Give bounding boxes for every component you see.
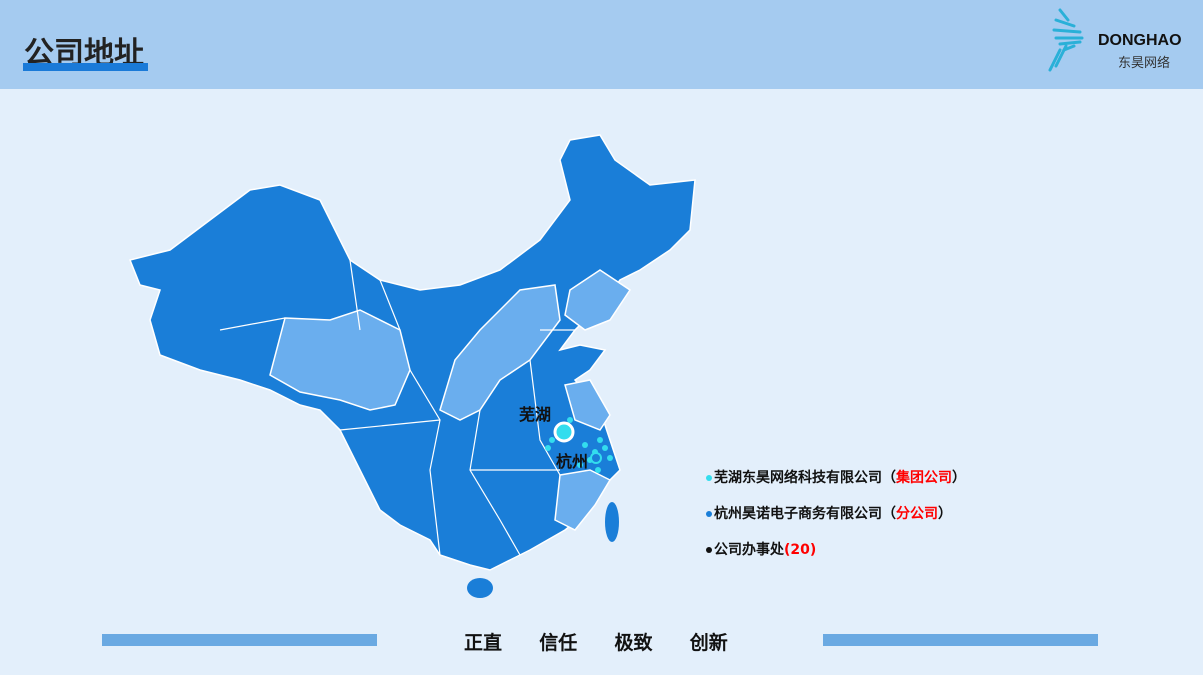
qinghai-region[interactable] bbox=[269, 309, 411, 411]
legend-tag: 集团公司 bbox=[896, 470, 952, 486]
hainan-region[interactable] bbox=[467, 578, 493, 598]
office-count: (20) bbox=[784, 542, 817, 558]
logo-text-cn: 东昊网络 bbox=[1118, 56, 1171, 71]
legend-item-wuhu: 芜湖东昊网络科技有限公司（集团公司） bbox=[706, 467, 966, 487]
liaoning-region[interactable] bbox=[564, 269, 632, 331]
header-bar: 公司地址 DONGHAO 东昊网络 bbox=[0, 0, 1203, 89]
legend-item-hangzhou: 杭州昊诺电子商务有限公司（分公司） bbox=[706, 503, 952, 523]
black-dot-icon bbox=[706, 547, 712, 553]
fujian-zhejiang-region[interactable] bbox=[554, 469, 612, 531]
hangzhou-marker[interactable] bbox=[590, 452, 602, 464]
jiangsu-region[interactable] bbox=[564, 379, 611, 431]
region-borders bbox=[219, 259, 575, 556]
wuhu-marker[interactable] bbox=[553, 421, 575, 443]
footer-line-right bbox=[823, 634, 1098, 646]
cyan-dot-icon bbox=[706, 475, 712, 481]
logo-text-en: DONGHAO bbox=[1098, 32, 1182, 49]
blue-dot-icon bbox=[706, 511, 712, 517]
company-motto: 正直 信任 极致 创新 bbox=[464, 632, 728, 654]
company-logo: DONGHAO 东昊网络 bbox=[1046, 6, 1196, 74]
city-label-hangzhou: 杭州 bbox=[556, 452, 588, 471]
legend-tag: 分公司 bbox=[896, 506, 938, 522]
wing-logo-icon bbox=[1048, 8, 1084, 72]
legend-item-offices: 公司办事处(20) bbox=[706, 539, 816, 559]
legend-label: 芜湖东昊网络科技有限公司 bbox=[714, 470, 882, 486]
title-underline bbox=[23, 63, 148, 71]
legend-label: 公司办事处 bbox=[714, 542, 784, 558]
legend-label: 杭州昊诺电子商务有限公司 bbox=[714, 506, 882, 522]
city-label-wuhu: 芜湖 bbox=[519, 405, 551, 424]
footer-line-left bbox=[102, 634, 377, 646]
central-north-region[interactable] bbox=[439, 284, 561, 421]
taiwan-region[interactable] bbox=[605, 502, 619, 542]
